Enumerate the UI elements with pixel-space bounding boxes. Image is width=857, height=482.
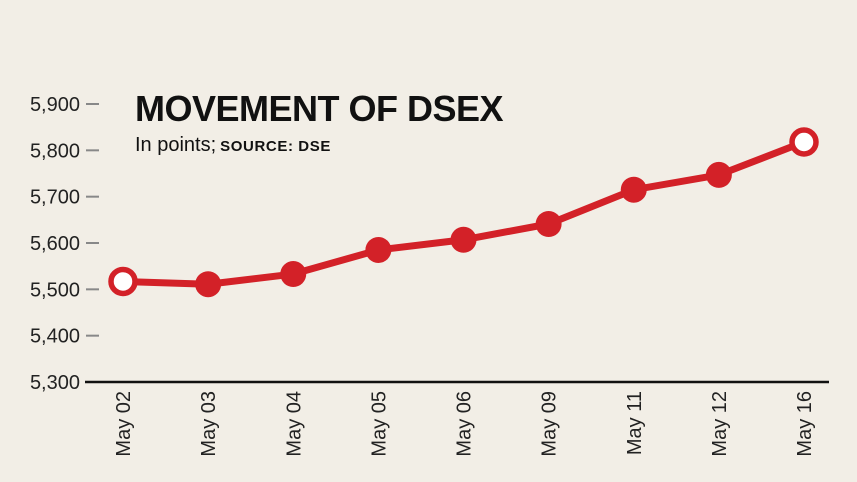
y-tick-label: 5,800 (30, 140, 80, 162)
chart-title: MOVEMENT OF DSEX (135, 88, 504, 129)
series-line (119, 138, 808, 288)
x-tick-label: May 09 (539, 391, 561, 457)
x-tick-label: May 04 (283, 391, 305, 457)
data-point (450, 226, 477, 253)
data-point (280, 261, 307, 288)
y-tick-label: 5,400 (30, 326, 80, 348)
x-tick-label: May 12 (709, 391, 731, 457)
y-axis: 5,300 5,400 5,500 5,600 5,700 5,800 5,900 (30, 94, 99, 394)
x-tick-label: May 03 (198, 391, 220, 457)
source-label: SOURCE: DSE (220, 138, 331, 155)
data-point (620, 176, 647, 203)
series-dsex (108, 127, 819, 298)
subtitle-units: In points; (135, 134, 217, 156)
y-tick-label: 5,500 (30, 279, 80, 301)
x-axis: May 02 May 03 May 04 May 05 May 06 May 09 May … (85, 380, 829, 457)
x-tick-label: May 11 (624, 391, 646, 455)
y-tick-label: 5,300 (30, 372, 80, 394)
x-tick-label: May 06 (454, 391, 476, 457)
y-tick-label: 5,600 (30, 233, 80, 255)
data-point (195, 271, 222, 298)
x-tick-label: May 16 (794, 391, 816, 457)
x-tick-label: May 02 (113, 391, 135, 457)
data-point (365, 236, 392, 263)
chart-subtitle: In points; SOURCE: DSE (135, 134, 331, 157)
data-point (535, 211, 562, 238)
data-point-endpoint (789, 127, 819, 157)
x-tick-label: May 05 (368, 391, 390, 457)
data-point-endpoint (108, 266, 138, 297)
data-point (705, 161, 732, 188)
y-tick-label: 5,700 (30, 187, 80, 209)
y-tick-label: 5,900 (30, 94, 80, 116)
